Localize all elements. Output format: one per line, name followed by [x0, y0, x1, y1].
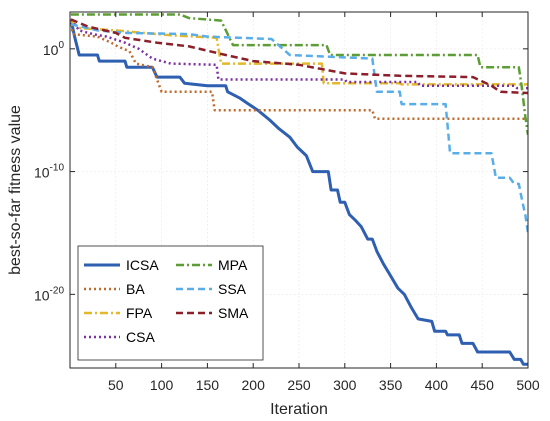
legend-label-icsa: ICSA	[126, 257, 159, 273]
legend-label-fpa: FPA	[126, 305, 153, 321]
x-tick-label: 150	[196, 377, 220, 393]
series-line-ssa	[70, 23, 528, 234]
legend-label-sma: SMA	[218, 305, 249, 321]
y-tick-labels: 100 10-10 10-20	[34, 40, 64, 304]
x-tick-label: 250	[287, 377, 311, 393]
legend-label-ssa: SSA	[218, 281, 247, 297]
x-tick-label: 50	[108, 377, 124, 393]
axis-ticks	[70, 12, 529, 368]
series-line-icsa	[70, 19, 528, 366]
legend-label-csa: CSA	[126, 329, 155, 345]
x-tick-label: 450	[471, 377, 495, 393]
x-tick-label: 500	[516, 377, 540, 393]
x-tick-label: 350	[379, 377, 403, 393]
series-line-fpa	[70, 19, 528, 86]
series-line-mpa	[70, 13, 528, 135]
legend: ICSA MPA BA SSA FPA SMA CSA	[77, 245, 264, 361]
y-axis-label: best-so-far fitness value	[7, 105, 24, 275]
y-tick-label: 10-10	[34, 163, 64, 181]
series-lines	[70, 13, 528, 366]
legend-label-mpa: MPA	[218, 257, 248, 273]
x-tick-label: 300	[333, 377, 357, 393]
x-tick-label: 200	[242, 377, 266, 393]
x-tick-labels: 50 100 150 200 250 300 350 400 450 500	[108, 377, 540, 393]
y-tick-label: 100	[43, 40, 65, 58]
legend-label-ba: BA	[126, 281, 145, 297]
x-tick-label: 400	[425, 377, 449, 393]
series-line-sma	[70, 18, 528, 95]
x-axis-label: Iteration	[270, 401, 328, 418]
y-tick-label: 10-20	[34, 285, 64, 303]
x-tick-label: 100	[150, 377, 174, 393]
